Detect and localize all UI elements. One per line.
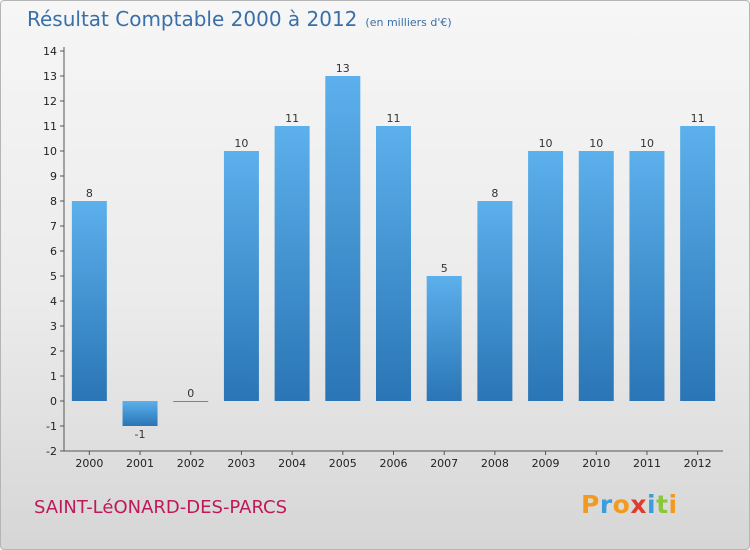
bar (578, 151, 614, 401)
x-tick-label: 2000 (75, 457, 103, 470)
bar (528, 151, 564, 401)
data-label: 13 (336, 62, 350, 75)
y-tick-label: 2 (50, 345, 57, 358)
labels-group: 2000 8 2001 -1 2002 0 2003 10 2004 11 2005 13 2006 11… (75, 62, 711, 470)
x-tick-label: 2009 (532, 457, 560, 470)
data-label: -1 (135, 428, 146, 441)
data-label: 10 (234, 137, 248, 150)
x-tick-label: 2005 (329, 457, 357, 470)
chart-subtitle: (en milliers d'€) (365, 16, 452, 29)
x-tick-label: 2004 (278, 457, 306, 470)
bar (71, 201, 107, 401)
chart-title: Résultat Comptable 2000 à 2012 (27, 7, 358, 31)
y-tick-label: 7 (50, 220, 57, 233)
x-tick-label: 2011 (633, 457, 661, 470)
bar (477, 201, 513, 401)
bar (173, 401, 209, 402)
data-label: 10 (589, 137, 603, 150)
x-tick-label: 2002 (177, 457, 205, 470)
bar (629, 151, 665, 401)
bar (376, 126, 411, 401)
logo-letter: i (668, 490, 678, 519)
y-tick-label: 11 (43, 120, 57, 133)
x-tick-label: 2003 (227, 457, 255, 470)
y-tick-label: 6 (50, 245, 57, 258)
data-label: 11 (285, 112, 299, 125)
y-tick-label: 12 (43, 95, 57, 108)
y-tick-label: 8 (50, 195, 57, 208)
data-label: 5 (441, 262, 448, 275)
logo-letter: t (656, 490, 669, 519)
data-label: 0 (187, 387, 194, 400)
bar (122, 401, 158, 426)
data-label: 8 (86, 187, 93, 200)
title-block: Résultat Comptable 2000 à 2012 (en millie… (27, 7, 452, 31)
x-tick-label: 2006 (380, 457, 408, 470)
y-tick-label: 13 (43, 70, 57, 83)
y-tick-label: 4 (50, 295, 57, 308)
y-tick-label: 14 (43, 45, 57, 58)
x-tick-label: 2001 (126, 457, 154, 470)
data-label: 11 (691, 112, 705, 125)
data-label: 11 (387, 112, 401, 125)
logo-letter: o (612, 490, 631, 519)
bar (325, 76, 361, 401)
x-tick-label: 2010 (582, 457, 610, 470)
data-label: 10 (640, 137, 654, 150)
data-label: 8 (491, 187, 498, 200)
y-tick-label: 0 (50, 395, 57, 408)
y-tick-label: -2 (46, 445, 57, 458)
y-tick-label: -1 (46, 420, 57, 433)
bar (426, 276, 462, 401)
bar (223, 151, 259, 401)
x-tick-label: 2008 (481, 457, 509, 470)
logo-letter: i (647, 490, 657, 519)
y-tick-label: 9 (50, 170, 57, 183)
proxiti-logo: Proxiti (581, 490, 678, 519)
bars-group (71, 76, 716, 426)
y-tick-label: 1 (50, 370, 57, 383)
bar (274, 126, 310, 401)
y-tick-label: 5 (50, 270, 57, 283)
x-tick-label: 2007 (430, 457, 458, 470)
y-tick-label: 10 (43, 145, 57, 158)
data-label: 10 (539, 137, 553, 150)
bar (680, 126, 716, 401)
logo-letter: P (581, 490, 600, 519)
y-tick-label: 3 (50, 320, 57, 333)
location-name: SAINT-LéONARD-DES-PARCS (34, 497, 288, 518)
x-tick-label: 2012 (684, 457, 712, 470)
logo-letter: x (630, 490, 647, 519)
logo-letter: r (599, 490, 613, 519)
